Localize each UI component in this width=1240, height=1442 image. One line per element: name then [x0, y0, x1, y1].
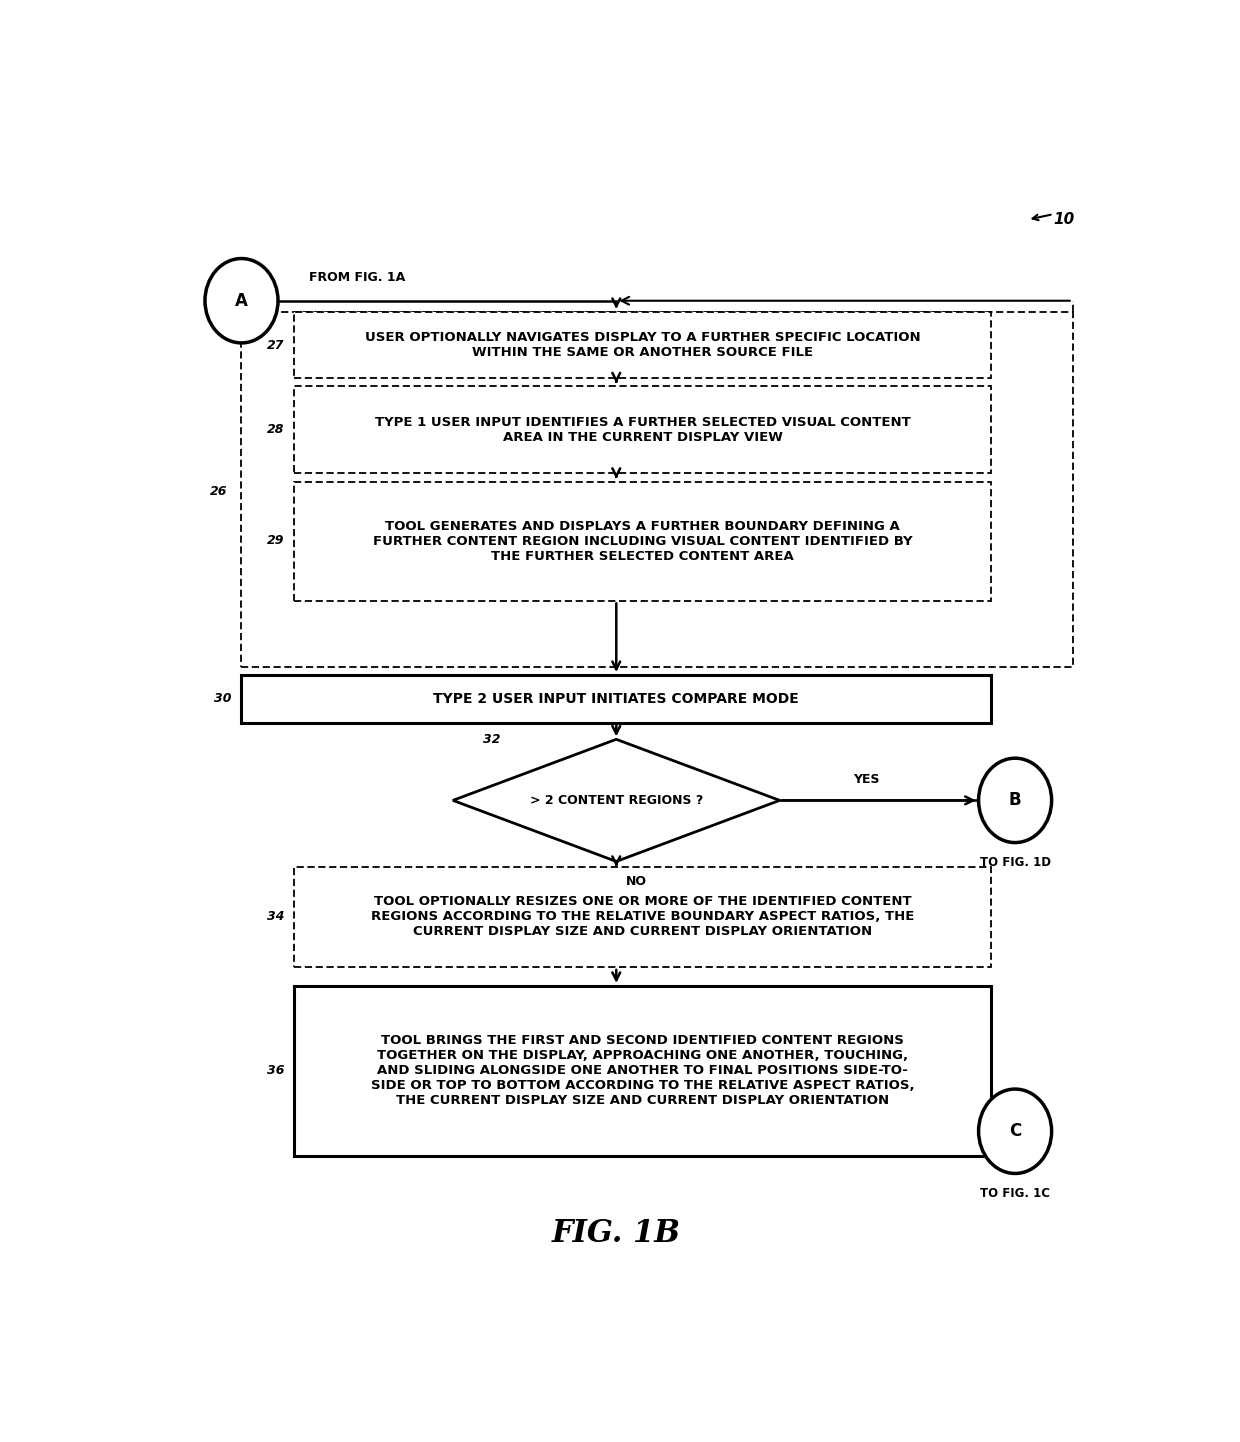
Text: TOOL BRINGS THE FIRST AND SECOND IDENTIFIED CONTENT REGIONS
TOGETHER ON THE DISP: TOOL BRINGS THE FIRST AND SECOND IDENTIF…	[371, 1034, 915, 1107]
Bar	[294, 311, 991, 378]
Bar	[294, 482, 991, 600]
Text: FROM FIG. 1A: FROM FIG. 1A	[309, 271, 405, 284]
Text: 29: 29	[268, 534, 285, 547]
Text: 28: 28	[268, 423, 285, 435]
Text: 10: 10	[1054, 212, 1075, 226]
Text: C: C	[1009, 1122, 1022, 1141]
Polygon shape	[453, 740, 780, 861]
Text: TYPE 1 USER INPUT IDENTIFIES A FURTHER SELECTED VISUAL CONTENT
AREA IN THE CURRE: TYPE 1 USER INPUT IDENTIFIES A FURTHER S…	[374, 415, 910, 444]
Text: 26: 26	[210, 485, 227, 497]
Text: > 2 CONTENT REGIONS ?: > 2 CONTENT REGIONS ?	[529, 795, 703, 808]
Bar	[294, 986, 991, 1155]
Text: TOOL OPTIONALLY RESIZES ONE OR MORE OF THE IDENTIFIED CONTENT
REGIONS ACCORDING : TOOL OPTIONALLY RESIZES ONE OR MORE OF T…	[371, 895, 914, 939]
Text: 34: 34	[268, 910, 285, 923]
Text: 36: 36	[268, 1064, 285, 1077]
Text: A: A	[236, 291, 248, 310]
Text: TOOL GENERATES AND DISPLAYS A FURTHER BOUNDARY DEFINING A
FURTHER CONTENT REGION: TOOL GENERATES AND DISPLAYS A FURTHER BO…	[373, 519, 913, 562]
Bar	[294, 867, 991, 968]
Text: 30: 30	[215, 692, 232, 705]
Text: TYPE 2 USER INPUT INITIATES COMPARE MODE: TYPE 2 USER INPUT INITIATES COMPARE MODE	[434, 692, 799, 705]
Circle shape	[978, 1089, 1052, 1174]
Circle shape	[978, 758, 1052, 842]
Text: B: B	[1009, 792, 1022, 809]
Bar	[294, 386, 991, 473]
Text: TO FIG. 1D: TO FIG. 1D	[980, 857, 1050, 870]
Text: FIG. 1B: FIG. 1B	[552, 1218, 681, 1249]
Text: YES: YES	[853, 773, 879, 786]
Bar	[242, 675, 991, 722]
Text: USER OPTIONALLY NAVIGATES DISPLAY TO A FURTHER SPECIFIC LOCATION
WITHIN THE SAME: USER OPTIONALLY NAVIGATES DISPLAY TO A F…	[365, 332, 920, 359]
Text: 32: 32	[484, 733, 501, 746]
Text: 27: 27	[268, 339, 285, 352]
Circle shape	[205, 258, 278, 343]
Text: NO: NO	[626, 875, 647, 888]
Bar	[242, 311, 1073, 668]
Text: TO FIG. 1C: TO FIG. 1C	[980, 1187, 1050, 1200]
